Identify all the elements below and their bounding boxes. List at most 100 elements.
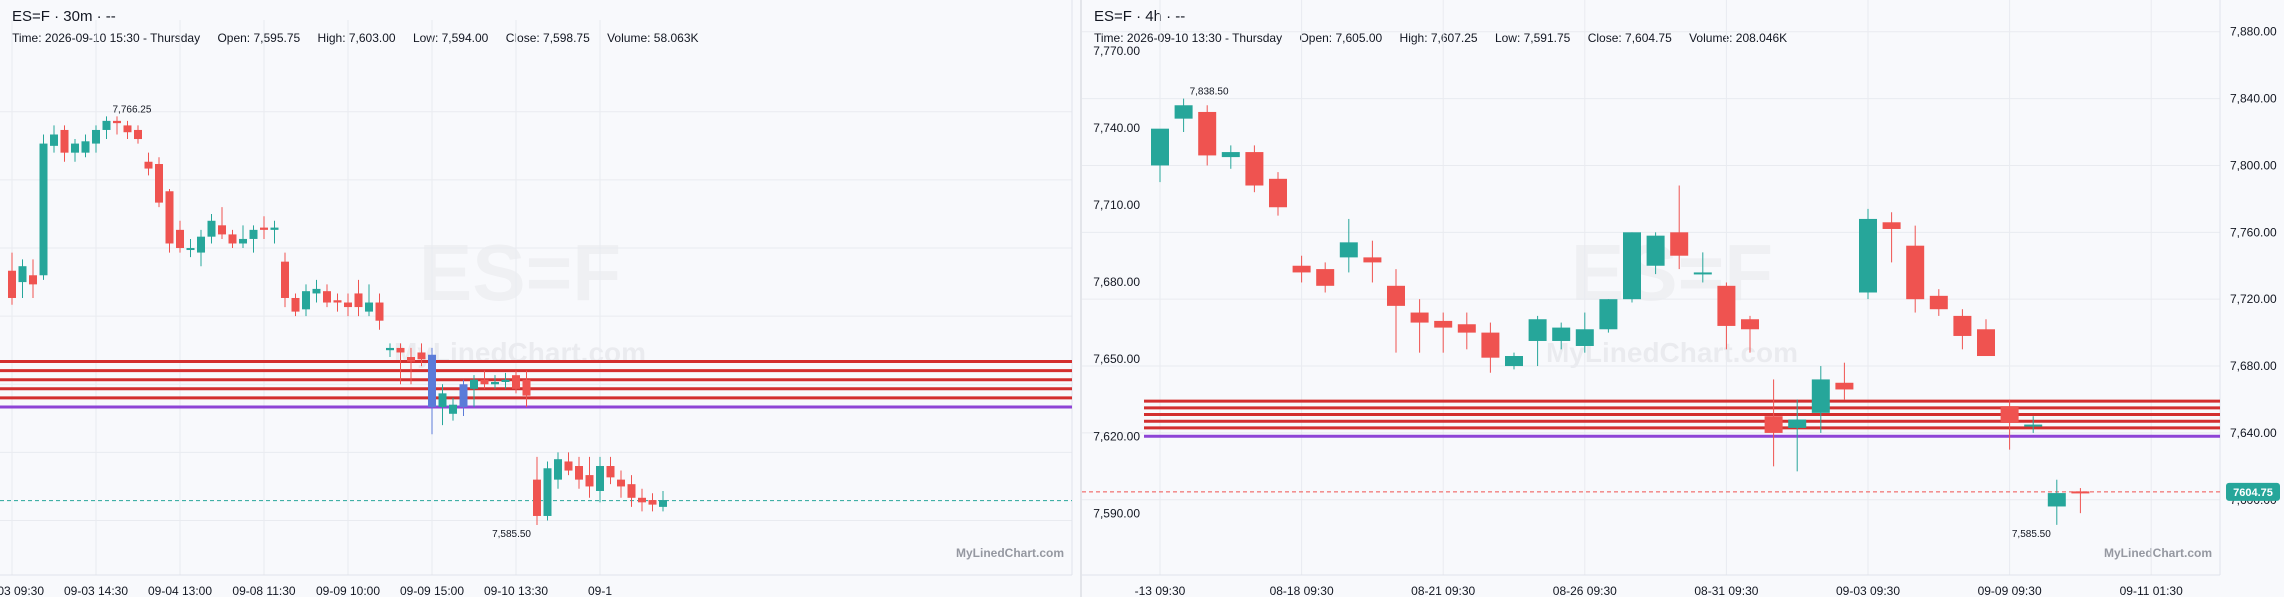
x-tick-label: 09-03 09:30 bbox=[0, 584, 44, 597]
candle-body bbox=[554, 459, 562, 480]
x-tick-label: 09-09 09:30 bbox=[1978, 584, 2042, 597]
candle-body bbox=[354, 293, 363, 308]
x-tick-label: 08-31 09:30 bbox=[1694, 584, 1758, 597]
x-tick-label: 09-04 13:00 bbox=[148, 584, 212, 597]
x-tick-label: 09-03 14:30 bbox=[64, 584, 128, 597]
candle-body bbox=[1198, 111, 1217, 156]
candle-body bbox=[144, 161, 153, 169]
annotation-high: 7,766.25 bbox=[113, 104, 152, 115]
candle-body bbox=[1741, 319, 1759, 330]
candle-body bbox=[627, 484, 636, 498]
annotation-low: 7,585.50 bbox=[2012, 529, 2051, 540]
candle-body bbox=[1339, 242, 1358, 258]
ohlc-volume: Volume: 58.063K bbox=[607, 31, 699, 45]
candle-body bbox=[365, 302, 373, 312]
candle-body bbox=[102, 120, 111, 130]
candle-body bbox=[113, 120, 121, 124]
candle-body bbox=[1764, 416, 1783, 433]
candle-body bbox=[323, 291, 331, 303]
candle-body bbox=[1151, 128, 1169, 166]
ohlc-close: Close: 7,598.75 bbox=[505, 31, 590, 45]
last-price-badge bbox=[2226, 482, 2280, 501]
left-axis-label: 7,620.00 bbox=[1093, 429, 1140, 443]
candle-body bbox=[1882, 222, 1901, 229]
candle-body bbox=[1410, 312, 1429, 323]
y-tick-label: 7,840.00 bbox=[2230, 92, 2277, 106]
candle-body bbox=[2047, 493, 2066, 507]
candle-body bbox=[1481, 332, 1500, 358]
ohlc-time: Time: 2026-09-10 13:30 - Thursday bbox=[1094, 31, 1283, 45]
x-tick-label: 08-21 09:30 bbox=[1411, 584, 1475, 597]
candle-body bbox=[1717, 285, 1736, 326]
candle-body bbox=[1245, 152, 1264, 186]
candle-body bbox=[18, 266, 27, 283]
candle-body bbox=[1363, 257, 1382, 263]
candle-body bbox=[1552, 327, 1571, 341]
candle-body bbox=[386, 347, 394, 351]
candle-body bbox=[512, 375, 520, 389]
candle-body bbox=[134, 129, 142, 140]
candle-body bbox=[344, 302, 352, 308]
candle-body bbox=[1505, 356, 1523, 367]
candle-body bbox=[470, 379, 478, 389]
x-tick-label: 08-26 09:30 bbox=[1553, 584, 1617, 597]
candle-body bbox=[92, 129, 100, 144]
left-axis-label: 7,740.00 bbox=[1093, 121, 1140, 135]
candle-body bbox=[2024, 424, 2043, 427]
candle-body bbox=[302, 291, 310, 310]
candle-body bbox=[1835, 382, 1854, 390]
annotation-high: 7,838.50 bbox=[1190, 87, 1229, 98]
x-tick-label: 09-08 11:30 bbox=[232, 584, 295, 597]
x-tick-label: 09-1 bbox=[588, 584, 612, 597]
candle-body bbox=[606, 466, 615, 478]
candle-body bbox=[81, 141, 90, 153]
candle-body bbox=[480, 379, 489, 385]
candle-body bbox=[533, 479, 541, 516]
candle-body bbox=[1457, 324, 1476, 333]
ohlc-high: High: 7,603.00 bbox=[317, 31, 396, 45]
candle-body bbox=[270, 227, 279, 230]
x-tick-label: 09-09 10:00 bbox=[316, 584, 380, 597]
candle-body bbox=[1693, 272, 1712, 275]
candle-body bbox=[564, 461, 573, 471]
candlestick-chart-30m[interactable]: ES=FMyLinedChart.comMyLinedChart.com09-0… bbox=[0, 0, 1137, 597]
watermark-corner: MyLinedChart.com bbox=[2104, 546, 2212, 560]
candle-body bbox=[39, 143, 48, 276]
ohlc-high: High: 7,607.25 bbox=[1399, 31, 1478, 45]
candle-body bbox=[543, 468, 552, 516]
candle-body bbox=[1859, 218, 1877, 293]
left-axis-label: 7,680.00 bbox=[1093, 275, 1140, 289]
x-tick-label: 09-03 09:30 bbox=[1836, 584, 1900, 597]
candle-body bbox=[71, 143, 79, 153]
candle-body bbox=[281, 261, 289, 298]
candle-body bbox=[2071, 491, 2090, 494]
candle-body bbox=[291, 297, 300, 312]
candle-body bbox=[1977, 329, 1995, 357]
chart-panel-left[interactable]: ES=F · 30m · -- Time: 2026-09-10 15:30 -… bbox=[0, 0, 1137, 597]
ohlc-readout: Time: 2026-09-10 15:30 - Thursday Open: … bbox=[12, 31, 713, 45]
candle-body bbox=[260, 227, 268, 230]
ohlc-time: Time: 2026-09-10 15:30 - Thursday bbox=[12, 31, 201, 45]
left-axis-label: 7,590.00 bbox=[1093, 506, 1140, 520]
candle-body bbox=[2000, 406, 2019, 423]
watermark-symbol: ES=F bbox=[419, 228, 621, 317]
chart-panel-right[interactable]: ES=F · 4h · -- Time: 2026-09-10 13:30 - … bbox=[1082, 0, 2284, 597]
candle-body bbox=[249, 229, 258, 239]
left-axis-label: 7,710.00 bbox=[1093, 198, 1140, 212]
candle-body bbox=[1953, 315, 1972, 336]
candle-body bbox=[50, 134, 58, 146]
candle-body bbox=[1646, 235, 1665, 266]
candle-body bbox=[1623, 232, 1641, 300]
left-axis-label: 7,770.00 bbox=[1093, 44, 1140, 58]
y-tick-label: 7,880.00 bbox=[2230, 25, 2277, 39]
candle-body bbox=[155, 164, 163, 203]
candle-body bbox=[123, 125, 132, 133]
candle-body bbox=[491, 381, 499, 385]
candle-body bbox=[333, 300, 342, 303]
x-tick-label: -13 09:30 bbox=[1135, 584, 1186, 597]
candlestick-chart-4h[interactable]: ES=FMyLinedChart.comMyLinedChart.com-13 … bbox=[1082, 0, 2284, 597]
candle-body bbox=[1269, 178, 1287, 208]
candle-body bbox=[8, 270, 16, 298]
panel-divider[interactable] bbox=[1080, 0, 1082, 597]
candle-body bbox=[1387, 285, 1405, 306]
